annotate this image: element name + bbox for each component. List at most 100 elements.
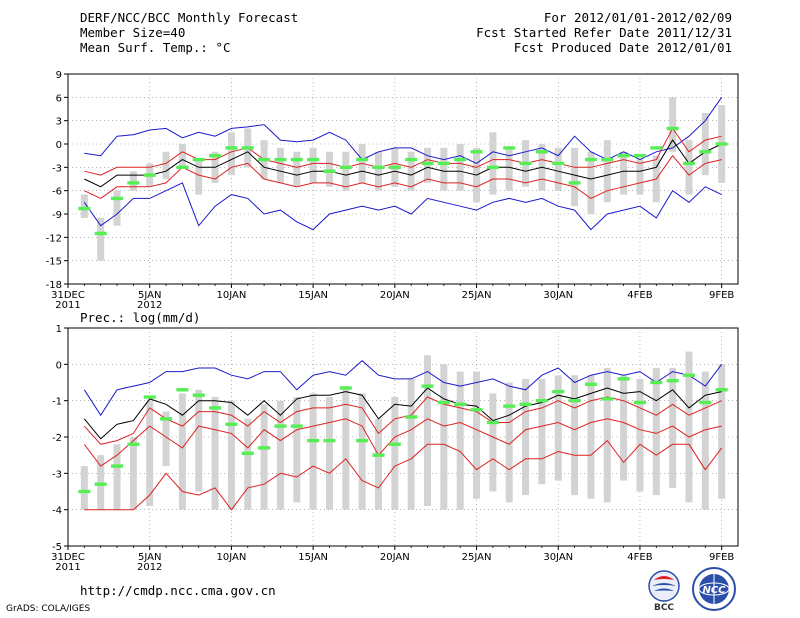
temp-observed-marker [568,181,581,185]
prec-ytick-label: -5 [52,542,62,553]
prec-panel-title: Prec.: log(mm/d) [80,310,200,325]
temp-xtick-label: 4FEB [627,290,652,301]
temp-spread-box [276,147,284,183]
temp-spread-box [587,151,595,214]
prec-spread-box [195,389,203,492]
prec-observed-marker [339,386,352,390]
prec-ytick-label: 0 [56,360,62,371]
temp-ytick-label: -12 [46,233,62,244]
temp-spread-box [505,147,513,191]
prec-observed-marker [486,420,499,425]
ncc-logo: NCC [690,566,738,612]
prec-series-upper-percentile [83,396,722,445]
temp-spread-box [554,147,562,191]
temp-observed-marker [666,126,679,131]
temp-observed-marker [339,165,352,170]
temp-spread-box [227,132,235,176]
temp-observed-marker [503,146,516,150]
prec-spread-box [162,411,170,467]
temp-observed-marker [94,231,107,236]
prec-xtick-year: 2012 [137,562,162,573]
prec-spread-box [342,386,350,510]
prec-spread-box [146,400,154,507]
prec-spread-box [424,355,432,507]
prec-spread-box [473,371,481,499]
prec-series-middle-percentile [83,418,722,467]
temp-xtick-label: 30JAN [543,290,573,301]
prec-observed-marker [323,438,336,443]
temp-spread-box [374,151,382,191]
temp-spread-box [440,147,448,191]
temp-spread-box [603,140,611,203]
prec-spread-box [489,393,497,492]
temp-observed-marker [209,153,222,158]
temp-ytick-label: 0 [56,140,62,151]
prec-observed-marker [372,453,385,457]
prec-observed-marker [356,438,369,443]
prec-observed-marker [633,400,646,405]
prec-observed-marker [568,398,581,403]
temp-xtick-label: 31DEC [51,290,85,301]
prec-observed-marker [617,377,630,381]
prec-observed-marker [225,422,238,426]
prec-spread-box [407,378,415,510]
temp-observed-marker [388,165,401,170]
prec-xtick-label: 15JAN [298,552,328,563]
prec-spread-box [374,418,382,510]
temp-observed-marker [274,157,287,162]
prec-observed-marker [307,438,320,443]
prec-series-ensemble-mean [83,387,722,440]
prec-observed-marker [437,400,450,405]
prec-observed-marker [111,464,124,468]
prec-xtick-label: 4FEB [627,552,652,563]
temp-spread-box [309,147,317,183]
temp-series-upper-percentile [84,127,722,176]
temp-observed-marker [258,157,271,162]
prec-observed-marker [209,406,222,410]
prec-observed-marker [388,442,401,446]
temp-spread-box [162,151,170,179]
prec-spread-box [685,351,693,503]
temp-observed-marker [307,157,320,162]
temp-ytick-label: -3 [52,163,62,174]
prec-spread-box [718,364,726,499]
header-start-date: Fcst Started Refer Date 2011/12/31 [476,25,732,40]
prec-observed-marker [160,417,173,421]
footer-url[interactable]: http://cmdp.ncc.cma.gov.cn [80,583,276,598]
temp-observed-marker [535,150,548,154]
header-period: For 2012/01/01-2012/02/09 [543,10,732,25]
temp-observed-marker [633,153,646,158]
temp-xtick-year: 2011 [55,300,80,311]
prec-observed-marker [405,415,418,419]
prec-ytick-label: -1 [52,397,62,408]
prec-ytick-label: -4 [52,506,62,517]
temp-spread-box [456,144,464,191]
temp-series-lower-percentile [84,154,722,199]
temp-observed-marker [715,142,728,146]
prec-observed-marker [274,424,287,428]
prec-spread-box [309,393,317,510]
prec-xtick-label: 9FEB [709,552,734,563]
ncc-logo-text: NCC [702,585,726,596]
prec-spread-box [293,397,301,503]
temp-observed-marker [111,196,124,201]
prec-spread-box [636,378,644,492]
prec-spread-box [652,367,660,496]
prec-spread-box [440,364,448,510]
prec-spread-box [260,404,268,510]
temp-xtick-label: 5JAN [138,290,161,301]
temp-ytick-label: -15 [46,257,62,268]
temp-spread-box [620,151,628,195]
prec-observed-marker [241,451,254,456]
temp-spread-box [489,132,497,195]
prec-observed-marker [470,408,483,412]
prec-observed-marker [454,402,467,406]
prec-xtick-label: 30JAN [543,552,573,563]
prec-spread-box [276,400,284,510]
temp-observed-marker [241,146,254,150]
prec-observed-marker [519,402,532,406]
temp-ytick-label: 9 [56,70,62,81]
temp-observed-marker [372,165,385,170]
prec-spread-box [358,393,366,510]
prec-spread-box [113,444,121,510]
